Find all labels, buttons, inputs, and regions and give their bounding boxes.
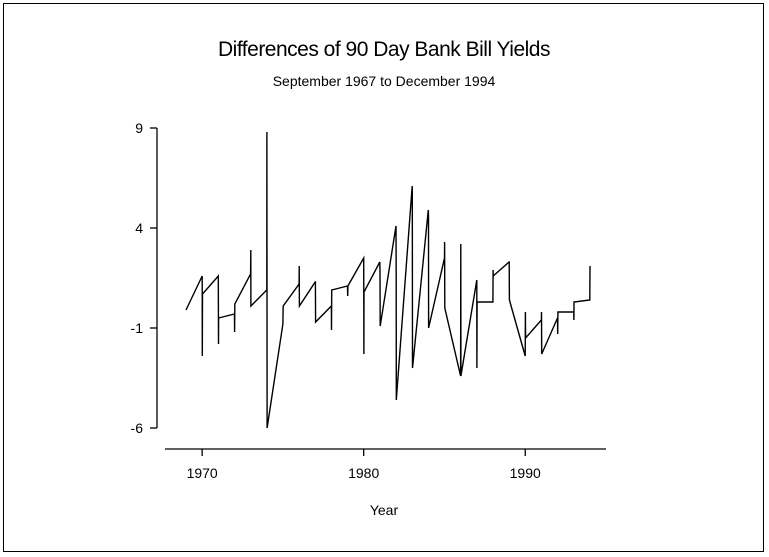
- y-tick-label: -1: [131, 320, 144, 336]
- y-tick-label: -6: [131, 420, 144, 436]
- series-line: [185, 131, 591, 429]
- x-axis-label: Year: [370, 502, 399, 518]
- y-tick-label: 4: [135, 220, 143, 236]
- x-tick-label: 1980: [348, 465, 379, 481]
- y-tick-label: 9: [135, 120, 143, 136]
- x-tick-label: 1970: [187, 465, 218, 481]
- chart-frame: [3, 3, 764, 552]
- y-ticks: 9 4 -1 -6: [131, 120, 157, 436]
- chart-subtitle: September 1967 to December 1994: [273, 73, 496, 89]
- x-tick-label: 1990: [510, 465, 541, 481]
- chart-title: Differences of 90 Day Bank Bill Yields: [218, 38, 550, 61]
- x-ticks: 1970 1980 1990: [187, 449, 541, 481]
